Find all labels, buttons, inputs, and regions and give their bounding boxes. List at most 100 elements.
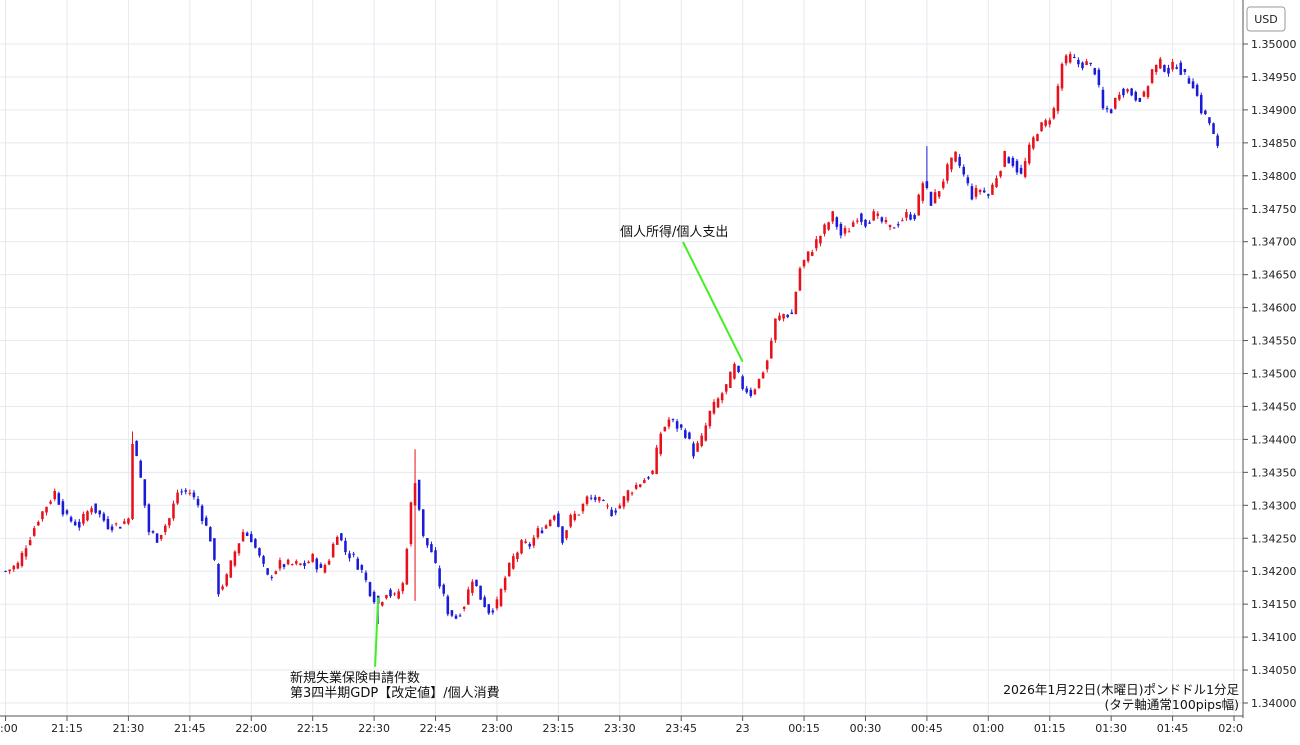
candle-body xyxy=(1134,91,1137,101)
candle-body xyxy=(28,540,32,546)
candle-body xyxy=(798,268,802,291)
candle-body xyxy=(1101,89,1105,109)
candle-body xyxy=(442,584,445,594)
candle-body xyxy=(258,548,261,556)
candle-body xyxy=(598,496,601,501)
candle-body xyxy=(806,251,810,262)
candle-body xyxy=(647,477,650,479)
candle-body xyxy=(1216,135,1219,146)
candle-body xyxy=(553,515,556,520)
candle-body xyxy=(86,511,89,521)
candle-body xyxy=(638,484,642,488)
candle-body xyxy=(774,318,777,340)
candle-body xyxy=(860,213,863,222)
x-tick-label: :00 xyxy=(0,722,18,735)
annotation-text-income: 個人所得/個人支出 xyxy=(620,224,728,240)
candle-body xyxy=(561,526,564,543)
y-tick-label: 1.34500 xyxy=(1251,368,1297,381)
candle-body xyxy=(483,597,486,608)
candle-body xyxy=(651,470,654,475)
candle-body xyxy=(946,164,949,181)
candle-body xyxy=(1171,61,1174,70)
candle-body xyxy=(24,548,28,557)
candle-body xyxy=(127,518,130,524)
candle-body xyxy=(688,432,691,439)
candle-body xyxy=(823,224,826,234)
annotation-text-gdp: 第3四半期GDP【改定値】/個人消費 xyxy=(290,685,500,701)
candle-body xyxy=(933,192,937,204)
candle-body xyxy=(835,217,839,227)
candle-body xyxy=(1118,94,1121,100)
candle-body xyxy=(118,526,122,529)
candle-body xyxy=(1167,67,1170,74)
candle-body xyxy=(536,528,540,538)
candle-body xyxy=(917,194,920,216)
candle-body xyxy=(622,496,626,507)
candle-body xyxy=(999,170,1002,177)
candle-body xyxy=(180,491,183,493)
candle-body xyxy=(679,424,683,428)
candle-body xyxy=(1048,120,1052,125)
candle-body xyxy=(475,579,478,587)
candle-body xyxy=(164,525,167,533)
candle-body xyxy=(720,393,724,401)
candle-body xyxy=(577,514,581,516)
candle-body xyxy=(151,531,155,533)
candle-body xyxy=(360,565,364,570)
candle-body xyxy=(290,564,294,566)
candle-body xyxy=(663,426,667,432)
candle-body xyxy=(843,228,847,234)
candle-body xyxy=(368,582,372,597)
candle-body xyxy=(1183,68,1187,73)
candle-body xyxy=(1150,69,1154,83)
x-tick-label: 01:45 xyxy=(1157,722,1189,735)
candle-body xyxy=(982,190,986,193)
candle-body xyxy=(1154,64,1158,73)
candle-body xyxy=(925,181,929,188)
candle-body xyxy=(135,440,138,457)
candle-body xyxy=(479,585,482,600)
candle-body xyxy=(356,558,359,570)
candle-body xyxy=(528,544,531,547)
candle-body xyxy=(749,389,753,397)
candle-body xyxy=(237,543,241,554)
candle-body xyxy=(12,565,16,570)
x-tick-label: 21:30 xyxy=(113,722,145,735)
candle-body xyxy=(241,532,245,542)
candle-body xyxy=(159,534,163,540)
candle-body xyxy=(471,581,474,593)
candle-body xyxy=(8,569,11,572)
x-tick-label: 22:30 xyxy=(358,722,390,735)
candle-body xyxy=(233,551,237,566)
candle-body xyxy=(131,443,134,520)
y-tick-label: 1.34600 xyxy=(1251,302,1297,315)
candle-body xyxy=(1023,161,1027,177)
candle-body xyxy=(1105,108,1109,110)
candle-body xyxy=(778,315,781,320)
candle-body xyxy=(737,365,740,373)
candle-body xyxy=(327,560,331,565)
candle-body xyxy=(364,572,368,581)
candle-body xyxy=(1175,67,1178,69)
candle-body xyxy=(602,500,605,502)
candle-body xyxy=(815,239,818,249)
y-tick-label: 1.34850 xyxy=(1251,137,1297,150)
candle-body xyxy=(1036,134,1039,142)
candle-body xyxy=(188,492,192,494)
currency-label: USD xyxy=(1254,13,1278,26)
x-tick-label: 00:15 xyxy=(788,722,820,735)
candle-body xyxy=(1027,144,1031,164)
x-tick-label: 22:00 xyxy=(235,722,267,735)
candle-body xyxy=(335,536,339,545)
candle-body xyxy=(274,571,278,574)
candle-body xyxy=(82,513,85,524)
candle-body xyxy=(692,443,695,457)
candle-body xyxy=(200,505,204,522)
candle-body xyxy=(4,570,7,572)
candle-body xyxy=(696,443,699,452)
candle-body xyxy=(94,503,97,513)
candle-body xyxy=(446,596,450,615)
candle-body xyxy=(1142,91,1146,97)
candle-body xyxy=(995,178,998,187)
candle-body xyxy=(139,460,142,478)
